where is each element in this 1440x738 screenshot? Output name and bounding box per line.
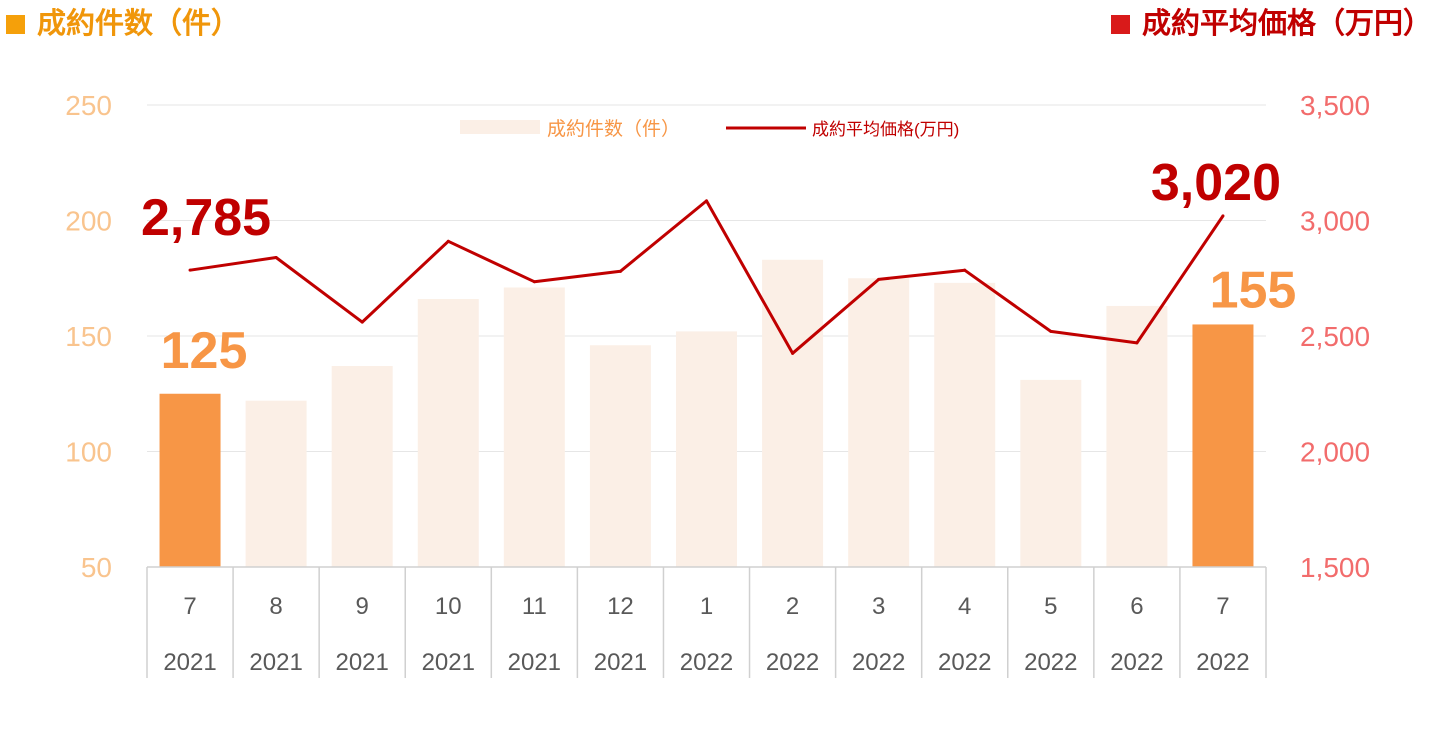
right-axis-tick-label: 2,500 xyxy=(1300,321,1370,352)
x-tick-month: 1 xyxy=(700,593,713,620)
line-point xyxy=(963,268,967,272)
x-tick-month: 11 xyxy=(522,593,547,620)
right-axis-tick-label: 2,000 xyxy=(1300,437,1370,468)
x-tick-year: 2022 xyxy=(1196,649,1249,676)
bar xyxy=(1020,379,1082,567)
left-axis-title: 成約件数（件） xyxy=(6,4,240,44)
line-point xyxy=(618,269,622,273)
line-point xyxy=(360,320,364,324)
x-tick-year: 2022 xyxy=(938,649,991,676)
line-series-marker-icon xyxy=(1110,14,1130,34)
bar xyxy=(848,278,910,567)
line-data-label-last: 3,020 xyxy=(1151,154,1281,212)
x-tick-year: 2021 xyxy=(508,649,561,676)
x-tick-month: 10 xyxy=(435,593,462,620)
line-point xyxy=(446,239,450,243)
bar xyxy=(1192,324,1254,567)
x-tick-month: 3 xyxy=(872,593,885,620)
x-tick-year: 2022 xyxy=(766,649,819,676)
left-axis-tick-label: 200 xyxy=(65,206,112,237)
bar-series-marker-icon xyxy=(6,14,25,34)
left-axis-title-text: 成約件数（件） xyxy=(37,8,241,40)
x-tick-month: 6 xyxy=(1130,593,1143,620)
x-tick-month: 7 xyxy=(183,593,196,620)
legend-bar-label: 成約件数（件） xyxy=(547,118,680,140)
line-point xyxy=(188,268,192,272)
x-tick-month: 4 xyxy=(958,593,971,620)
line-point xyxy=(274,255,278,259)
bar-data-label-last: 155 xyxy=(1210,261,1297,319)
bar-data-label-first: 125 xyxy=(161,322,248,380)
line-point xyxy=(877,277,881,281)
x-tick-year: 2021 xyxy=(163,649,216,676)
bar xyxy=(676,331,737,567)
bar xyxy=(934,282,996,567)
line-point xyxy=(532,280,536,284)
legend-bar-swatch xyxy=(460,120,540,134)
line-point xyxy=(791,351,795,355)
line-point xyxy=(1049,329,1053,333)
x-tick-year: 2021 xyxy=(335,649,388,676)
x-tick-month: 8 xyxy=(269,593,282,620)
x-tick-month: 5 xyxy=(1044,593,1057,620)
bar xyxy=(1106,305,1168,567)
bar xyxy=(159,393,221,567)
bar xyxy=(331,366,393,567)
x-tick-month: 9 xyxy=(356,593,369,620)
left-axis-tick-label: 150 xyxy=(65,321,112,352)
x-tick-year: 2021 xyxy=(422,649,475,676)
left-axis-tick-label: 250 xyxy=(65,90,112,121)
bar xyxy=(762,259,824,567)
line-data-label-first: 2,785 xyxy=(141,189,271,247)
bar xyxy=(503,287,565,567)
bar xyxy=(417,299,479,567)
line-point xyxy=(1135,341,1139,345)
right-axis-title-text: 成約平均価格（万円） xyxy=(1141,8,1432,40)
right-axis-tick-label: 3,000 xyxy=(1300,206,1370,237)
x-tick-year: 2021 xyxy=(594,649,647,676)
bar xyxy=(245,400,307,567)
x-tick-year: 2022 xyxy=(1110,649,1163,676)
bar xyxy=(589,345,651,567)
right-axis-tick-label: 1,500 xyxy=(1300,552,1370,583)
x-tick-year: 2021 xyxy=(249,649,302,676)
line-point xyxy=(705,199,708,203)
left-axis-tick-label: 100 xyxy=(65,437,112,468)
x-tick-month: 7 xyxy=(1216,593,1229,620)
line-point xyxy=(1221,214,1225,218)
right-axis-tick-label: 3,500 xyxy=(1300,90,1370,121)
price-line xyxy=(189,199,1225,355)
x-tick-month: 12 xyxy=(607,593,634,620)
legend-line-label: 成約平均価格(万円) xyxy=(812,120,959,139)
x-tick-year: 2022 xyxy=(852,649,905,676)
right-axis-title: 成約平均価格（万円） xyxy=(1110,4,1432,44)
x-tick-year: 2022 xyxy=(1024,649,1077,676)
x-tick-year: 2022 xyxy=(680,649,733,676)
x-tick-month: 2 xyxy=(786,593,799,620)
left-axis-tick-label: 50 xyxy=(81,552,112,583)
